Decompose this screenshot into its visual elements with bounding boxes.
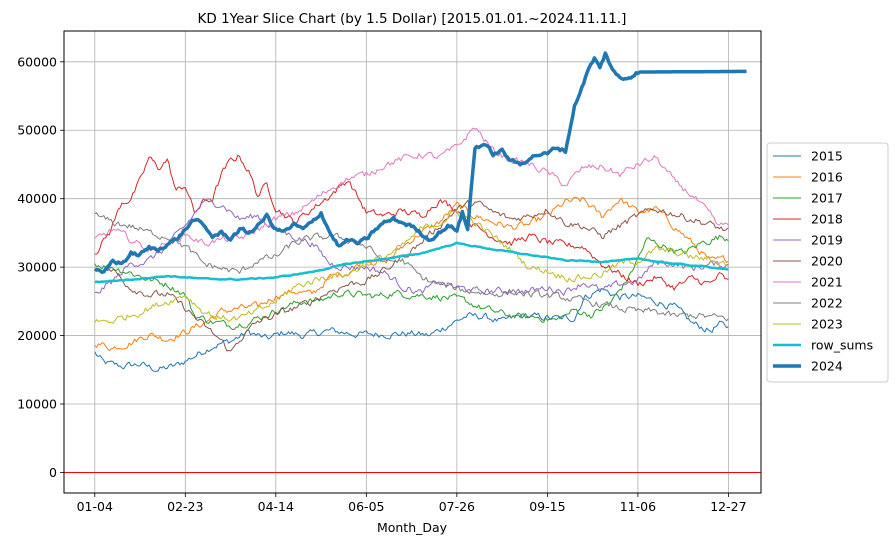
y-tick-label: 0 <box>49 465 57 480</box>
x-tick-label: 01-04 <box>77 499 113 514</box>
legend-label: 2018 <box>811 212 843 227</box>
y-tick-label: 30000 <box>17 260 57 275</box>
x-axis-ticks: 01-04 02-23 04-14 06-05 07-26 09-15 11-06 12-27 <box>77 493 747 514</box>
x-axis-label: Month_Day <box>377 520 448 535</box>
series-line-2019 <box>94 198 729 296</box>
plot-series-group <box>64 51 761 473</box>
x-tick-label: 06-05 <box>348 499 384 514</box>
legend-label: 2017 <box>811 191 843 206</box>
y-tick-label: 20000 <box>17 328 57 343</box>
legend-label: 2023 <box>811 317 843 332</box>
legend-label: 2016 <box>811 170 843 185</box>
x-tick-label: 11-06 <box>620 499 656 514</box>
y-tick-label: 40000 <box>17 191 57 206</box>
y-tick-label: 60000 <box>17 54 57 69</box>
series-line-2016 <box>94 196 729 352</box>
legend: 2015 2016 2017 2018 2019 2020 2021 2022 2023 row_… <box>766 142 889 383</box>
series-line-2024 <box>93 51 747 275</box>
series-line-2017 <box>94 234 729 330</box>
series-line-2020 <box>94 200 729 352</box>
x-tick-label: 02-23 <box>167 499 203 514</box>
legend-box <box>766 142 889 383</box>
series-line-row-sums <box>94 241 729 284</box>
x-tick-label: 04-14 <box>258 499 294 514</box>
plot-frame <box>63 30 762 494</box>
legend-label: 2020 <box>811 254 843 269</box>
legend-label: 2019 <box>811 233 843 248</box>
legend-label: row_sums <box>811 338 873 353</box>
x-tick-label: 07-26 <box>439 499 475 514</box>
y-axis-ticks: 0 10000 20000 30000 40000 50000 60000 <box>17 54 64 480</box>
series-line-2015 <box>94 287 729 372</box>
series-line-2022 <box>94 212 729 322</box>
legend-label: 2022 <box>811 296 843 311</box>
x-tick-label: 09-15 <box>529 499 565 514</box>
y-tick-label: 10000 <box>17 397 57 412</box>
y-tick-label: 50000 <box>17 123 57 138</box>
legend-label: 2021 <box>811 275 843 290</box>
x-tick-label: 12-27 <box>710 499 746 514</box>
legend-label: 2024 <box>811 359 843 374</box>
series-line-2021 <box>94 127 729 253</box>
series-line-2023 <box>94 210 729 324</box>
legend-label: 2015 <box>811 149 843 164</box>
chart-title: KD 1Year Slice Chart (by 1.5 Dollar) [20… <box>198 11 627 27</box>
